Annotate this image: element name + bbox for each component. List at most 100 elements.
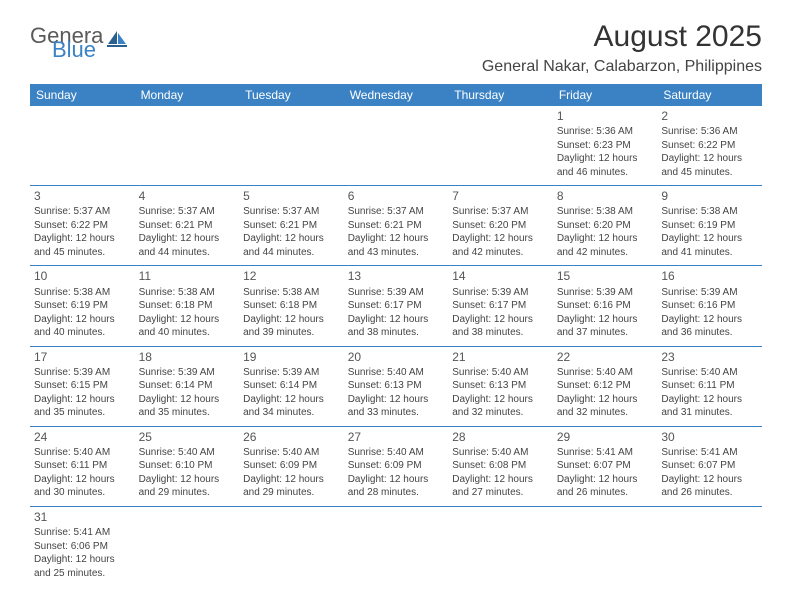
- empty-cell: [30, 106, 135, 186]
- day-cell: 6Sunrise: 5:37 AMSunset: 6:21 PMDaylight…: [344, 186, 449, 266]
- sunset-line: Sunset: 6:07 PM: [661, 459, 758, 473]
- daylight-line: Daylight: 12 hours and 42 minutes.: [557, 232, 654, 259]
- daylight-line: Daylight: 12 hours and 29 minutes.: [139, 473, 236, 500]
- calendar-table: SundayMondayTuesdayWednesdayThursdayFrid…: [30, 84, 762, 586]
- sunrise-line: Sunrise: 5:39 AM: [661, 286, 758, 300]
- sunrise-line: Sunrise: 5:40 AM: [557, 366, 654, 380]
- day-cell: 9Sunrise: 5:38 AMSunset: 6:19 PMDaylight…: [657, 186, 762, 266]
- empty-cell: [239, 106, 344, 186]
- sunrise-line: Sunrise: 5:41 AM: [661, 446, 758, 460]
- empty-cell: [344, 506, 449, 586]
- daylight-line: Daylight: 12 hours and 34 minutes.: [243, 393, 340, 420]
- day-cell: 1Sunrise: 5:36 AMSunset: 6:23 PMDaylight…: [553, 106, 658, 186]
- sunrise-line: Sunrise: 5:37 AM: [348, 205, 445, 219]
- day-cell: 28Sunrise: 5:40 AMSunset: 6:08 PMDayligh…: [448, 426, 553, 506]
- day-number: 24: [34, 429, 131, 445]
- day-number: 16: [661, 268, 758, 284]
- day-cell: 27Sunrise: 5:40 AMSunset: 6:09 PMDayligh…: [344, 426, 449, 506]
- sunset-line: Sunset: 6:12 PM: [557, 379, 654, 393]
- daylight-line: Daylight: 12 hours and 35 minutes.: [34, 393, 131, 420]
- week-row: 31Sunrise: 5:41 AMSunset: 6:06 PMDayligh…: [30, 506, 762, 586]
- sunset-line: Sunset: 6:20 PM: [452, 219, 549, 233]
- sunrise-line: Sunrise: 5:37 AM: [139, 205, 236, 219]
- day-number: 7: [452, 188, 549, 204]
- day-header: Tuesday: [239, 84, 344, 106]
- day-number: 30: [661, 429, 758, 445]
- sunset-line: Sunset: 6:14 PM: [243, 379, 340, 393]
- sunrise-line: Sunrise: 5:40 AM: [243, 446, 340, 460]
- daylight-line: Daylight: 12 hours and 32 minutes.: [452, 393, 549, 420]
- day-header: Sunday: [30, 84, 135, 106]
- day-cell: 10 Sunrise: 5:38 AMSunset: 6:19 PMDayligh…: [30, 266, 135, 346]
- sunset-line: Sunset: 6:21 PM: [348, 219, 445, 233]
- day-cell: 13Sunrise: 5:39 AMSunset: 6:17 PMDayligh…: [344, 266, 449, 346]
- daylight-line: Daylight: 12 hours and 35 minutes.: [139, 393, 236, 420]
- week-row: 10Sunrise: 5:38 AMSunset: 6:19 PMDayligh…: [30, 266, 762, 346]
- day-cell: 11 Sunrise: 5:38 AMSunset: 6:18 PMDayligh…: [135, 266, 240, 346]
- daylight-line: Daylight: 12 hours and 38 minutes.: [452, 313, 549, 340]
- daylight-line: Daylight: 12 hours and 40 minutes.: [34, 313, 131, 340]
- sunrise-line: Sunrise: 5:39 AM: [452, 286, 549, 300]
- day-cell: 31Sunrise: 5:41 AMSunset: 6:06 PMDayligh…: [30, 506, 135, 586]
- day-number: 3: [34, 188, 131, 204]
- sunrise-line: Sunrise: 5:39 AM: [557, 286, 654, 300]
- daylight-line: Daylight: 12 hours and 39 minutes.: [243, 313, 340, 340]
- day-number: 4: [139, 188, 236, 204]
- day-number: 12: [243, 268, 340, 284]
- sunrise-line: Sunrise: 5:40 AM: [34, 446, 131, 460]
- location-subtitle: General Nakar, Calabarzon, Philippines: [482, 58, 762, 76]
- daylight-line: Daylight: 12 hours and 32 minutes.: [557, 393, 654, 420]
- day-number: 8: [557, 188, 654, 204]
- sunset-line: Sunset: 6:10 PM: [139, 459, 236, 473]
- daylight-line: Daylight: 12 hours and 40 minutes.: [139, 313, 236, 340]
- day-number: 6: [348, 188, 445, 204]
- day-header: Wednesday: [344, 84, 449, 106]
- empty-cell: [239, 506, 344, 586]
- day-cell: 21Sunrise: 5:40 AMSunset: 6:13 PMDayligh…: [448, 346, 553, 426]
- day-number: 11: [139, 268, 236, 284]
- sunrise-line: Sunrise: 5:40 AM: [348, 446, 445, 460]
- day-number: 31: [34, 509, 131, 525]
- sunrise-line: Sunrise: 5:40 AM: [452, 366, 549, 380]
- sunset-line: Sunset: 6:17 PM: [452, 299, 549, 313]
- sunset-line: Sunset: 6:20 PM: [557, 219, 654, 233]
- day-cell: 2Sunrise: 5:36 AMSunset: 6:22 PMDaylight…: [657, 106, 762, 186]
- empty-cell: [448, 506, 553, 586]
- sunrise-line: Sunrise: 5:38 AM: [557, 205, 654, 219]
- sunset-line: Sunset: 6:22 PM: [34, 219, 131, 233]
- day-cell: 20Sunrise: 5:40 AMSunset: 6:13 PMDayligh…: [344, 346, 449, 426]
- sunset-line: Sunset: 6:19 PM: [34, 299, 131, 313]
- day-cell: 4Sunrise: 5:37 AMSunset: 6:21 PMDaylight…: [135, 186, 240, 266]
- day-number: 20: [348, 349, 445, 365]
- day-cell: 29Sunrise: 5:41 AMSunset: 6:07 PMDayligh…: [553, 426, 658, 506]
- sunrise-line: Sunrise: 5:36 AM: [661, 125, 758, 139]
- day-number: 10: [34, 268, 131, 284]
- day-cell: 19Sunrise: 5:39 AMSunset: 6:14 PMDayligh…: [239, 346, 344, 426]
- sunset-line: Sunset: 6:08 PM: [452, 459, 549, 473]
- day-number: 5: [243, 188, 340, 204]
- sunset-line: Sunset: 6:18 PM: [139, 299, 236, 313]
- week-row: 3 Sunrise: 5:37 AM Sunset: 6:22 PM Daylight…: [30, 186, 762, 266]
- sunset-line: Sunset: 6:11 PM: [34, 459, 131, 473]
- day-number: 2: [661, 108, 758, 124]
- sunrise-line: Sunrise: 5:41 AM: [34, 526, 131, 540]
- day-number: 15: [557, 268, 654, 284]
- sunrise-line: Sunrise: 5:39 AM: [139, 366, 236, 380]
- sunrise-line: Sunrise: 5:38 AM: [139, 286, 236, 300]
- day-number: 29: [557, 429, 654, 445]
- sunrise-line: Sunrise: 5:38 AM: [34, 286, 131, 300]
- daylight-line: Daylight: 12 hours and 44 minutes.: [139, 232, 236, 259]
- sunset-line: Sunset: 6:15 PM: [34, 379, 131, 393]
- daylight-line: Daylight: 12 hours and 28 minutes.: [348, 473, 445, 500]
- brand-text-2: Blue: [52, 40, 127, 60]
- daylight-line: Daylight: 12 hours and 33 minutes.: [348, 393, 445, 420]
- day-header: Friday: [553, 84, 658, 106]
- sunset-line: Sunset: 6:17 PM: [348, 299, 445, 313]
- empty-cell: [135, 506, 240, 586]
- daylight-line: Daylight: 12 hours and 46 minutes.: [557, 152, 654, 179]
- sunrise-line: Sunrise: 5:39 AM: [34, 366, 131, 380]
- day-header: Thursday: [448, 84, 553, 106]
- sunset-line: Sunset: 6:14 PM: [139, 379, 236, 393]
- title-block: August 2025 General Nakar, Calabarzon, P…: [482, 20, 762, 76]
- day-header: Monday: [135, 84, 240, 106]
